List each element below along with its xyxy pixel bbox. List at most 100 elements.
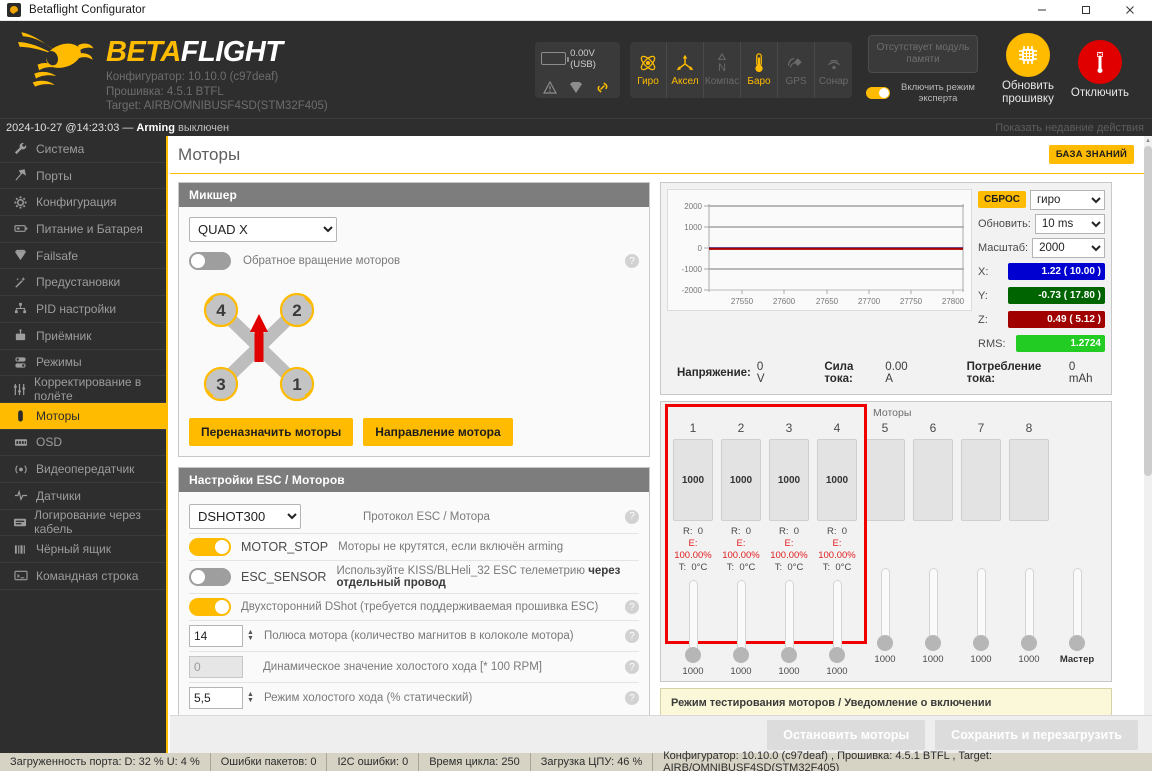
bidirectional-dshot-toggle[interactable] — [189, 598, 231, 616]
idle-percent-input[interactable]: 5,5 — [189, 687, 243, 709]
sidebar-label: Система — [36, 141, 85, 156]
voltage-label: Напряжение: — [677, 367, 751, 379]
reassign-motors-button[interactable]: Переназначить моторы — [189, 418, 354, 446]
motor-index: 5 — [881, 421, 889, 435]
save-reboot-button[interactable]: Сохранить и перезагрузить — [935, 719, 1138, 750]
motor-poles-stepper[interactable]: ▲ ▼ — [247, 629, 254, 642]
dynamic-idle-input[interactable]: 0 — [189, 656, 243, 678]
svg-text:-1000: -1000 — [682, 265, 703, 274]
scroll-up-icon[interactable]: ▲ — [1145, 138, 1151, 144]
dynamic-idle-help-icon[interactable]: ? — [625, 660, 639, 674]
sidebar-item-presets[interactable]: Предустановки — [0, 269, 166, 297]
stop-motors-button[interactable]: Остановить моторы — [767, 719, 926, 750]
motor-slider[interactable] — [1021, 568, 1037, 651]
current-label: Сила тока: — [824, 361, 854, 385]
esc-protocol-select[interactable]: DSHOT300 — [189, 504, 301, 529]
brand-logo: BETAFLIGHT Конфигуратор: 10.10.0 (c97dea… — [16, 29, 328, 114]
sidebar-item-motors[interactable]: Моторы — [0, 402, 166, 430]
sidebar-item-receiver[interactable]: Приёмник — [0, 323, 166, 350]
maximize-icon[interactable] — [1064, 0, 1108, 21]
idle-percent-help-icon[interactable]: ? — [625, 691, 639, 705]
sidebar-item-osd[interactable]: OSD — [0, 430, 166, 457]
motor-slider[interactable] — [925, 568, 941, 651]
failsafe-diamond-icon — [570, 81, 582, 93]
sidebar-item-failsafe[interactable]: Failsafe — [0, 243, 166, 270]
master-slider-label: Мастер — [1059, 654, 1095, 665]
battery-icon — [12, 222, 29, 235]
reverse-motors-help-icon[interactable]: ? — [625, 254, 639, 268]
motor-poles-help-icon[interactable]: ? — [625, 629, 639, 643]
bidirectional-dshot-help-icon[interactable]: ? — [625, 600, 639, 614]
sidebar-item-cli[interactable]: Командная строка — [0, 563, 166, 590]
sidebar-item-vtx[interactable]: Видеопередатчик — [0, 456, 166, 483]
motor-stats — [1005, 526, 1053, 562]
motor-slider[interactable] — [685, 580, 701, 663]
motor-slider[interactable] — [973, 568, 989, 651]
sidebar-item-blackbox[interactable]: Чёрный ящик — [0, 536, 166, 563]
reverse-motors-label: Обратное вращение моторов — [243, 255, 401, 267]
sidebar-label: Датчики — [36, 488, 81, 503]
sensor-accel: Аксел — [667, 41, 704, 98]
motor-stop-row: MOTOR_STOP Моторы не крутятся, если вклю… — [189, 534, 639, 561]
update-firmware-button[interactable]: Обновить прошивку — [992, 33, 1064, 106]
sidebar-item-logging[interactable]: Логирование через кабель — [0, 508, 166, 536]
motor-slider[interactable] — [781, 580, 797, 663]
sidebar-item-adjustments[interactable]: Корректирование в полёте — [0, 375, 166, 403]
mixer-type-select[interactable]: QUAD X — [189, 217, 337, 242]
motor-value-bar — [865, 439, 905, 521]
sidebar-item-modes[interactable]: Режимы — [0, 350, 166, 377]
motor-slider[interactable] — [877, 568, 893, 651]
memory-module-button[interactable]: Отсутствует модуль памяти — [868, 35, 978, 73]
sidebar-footer-fill — [0, 715, 168, 753]
sidebar-label: Чёрный ящик — [36, 542, 111, 557]
gyro-refresh-select[interactable]: 10 ms — [1034, 213, 1105, 234]
close-icon[interactable] — [1108, 0, 1152, 21]
receiver-icon — [12, 329, 29, 342]
esc-protocol-help-icon[interactable]: ? — [625, 509, 639, 524]
battery-voltage-row: 0.00V (USB) — [541, 48, 614, 70]
motor-column-1: 1 1000 R: 0 E: 100.00% T: 0°C 1000 — [669, 421, 717, 677]
minimize-icon[interactable] — [1020, 0, 1064, 21]
consumption-value: 0 mAh — [1068, 361, 1093, 385]
expert-mode-toggle[interactable] — [866, 87, 890, 99]
gyro-source-select[interactable]: гиро — [1029, 189, 1105, 210]
scrollbar-thumb[interactable] — [1144, 146, 1152, 476]
sidebar-label: Порты — [36, 168, 72, 183]
esc-protocol-label: Протокол ESC / Мотора — [363, 510, 490, 523]
knowledge-base-button[interactable]: БАЗА ЗНАНИЙ — [1048, 145, 1134, 164]
motor-stats — [909, 526, 957, 562]
motor-stop-toggle[interactable] — [189, 538, 231, 556]
expert-mode-label: Включить режим эксперта — [901, 82, 975, 104]
disconnect-label: Отключить — [1070, 86, 1130, 99]
recent-actions-link[interactable]: Показать недавние действия — [995, 121, 1144, 134]
app-header: BETAFLIGHT Конфигуратор: 10.10.0 (c97dea… — [0, 21, 1152, 118]
content-scrollbar[interactable]: ▲ ▼ — [1144, 136, 1152, 753]
motor-poles-input[interactable]: 14 — [189, 625, 243, 647]
expert-mode-row[interactable]: Включить режим эксперта — [866, 82, 980, 104]
svg-text:2: 2 — [292, 301, 301, 320]
idle-percent-stepper[interactable]: ▲ ▼ — [247, 691, 254, 704]
motor-slider-value: 1000 — [1018, 654, 1040, 665]
gyro-scale-select[interactable]: 2000 — [1032, 237, 1105, 258]
sidebar-item-configuration[interactable]: Конфигурация — [0, 189, 166, 217]
pid-icon — [12, 302, 29, 315]
master-slider[interactable] — [1069, 568, 1085, 651]
reverse-motors-toggle[interactable] — [189, 252, 231, 270]
sidebar-item-ports[interactable]: Порты — [0, 163, 166, 190]
motor-column-8: 8 1000 — [1005, 421, 1053, 677]
motor-slider[interactable] — [829, 580, 845, 663]
motor-direction-button[interactable]: Направление мотора — [363, 418, 513, 446]
sidebar-item-system[interactable]: Система — [0, 136, 166, 163]
motor-stop-desc: Моторы не крутятся, если включён arming — [338, 541, 564, 553]
disconnect-button[interactable]: Отключить — [1064, 39, 1136, 100]
sidebar-item-pid-tuning[interactable]: PID настройки — [0, 296, 166, 323]
svg-text:27700: 27700 — [858, 297, 881, 306]
gyro-reset-button[interactable]: СБРОС — [978, 191, 1026, 208]
sidebar-item-power-battery[interactable]: Питание и Батарея — [0, 216, 166, 243]
esc-sensor-toggle[interactable] — [189, 568, 231, 586]
motor-column-3: 3 1000 R: 0 E: 100.00% T: 0°C 1000 — [765, 421, 813, 677]
motor-slider[interactable] — [733, 580, 749, 663]
mixer-panel-body: QUAD X Обратное вращение моторов ? — [179, 207, 649, 456]
sidebar-item-sensors[interactable]: Датчики — [0, 483, 166, 510]
